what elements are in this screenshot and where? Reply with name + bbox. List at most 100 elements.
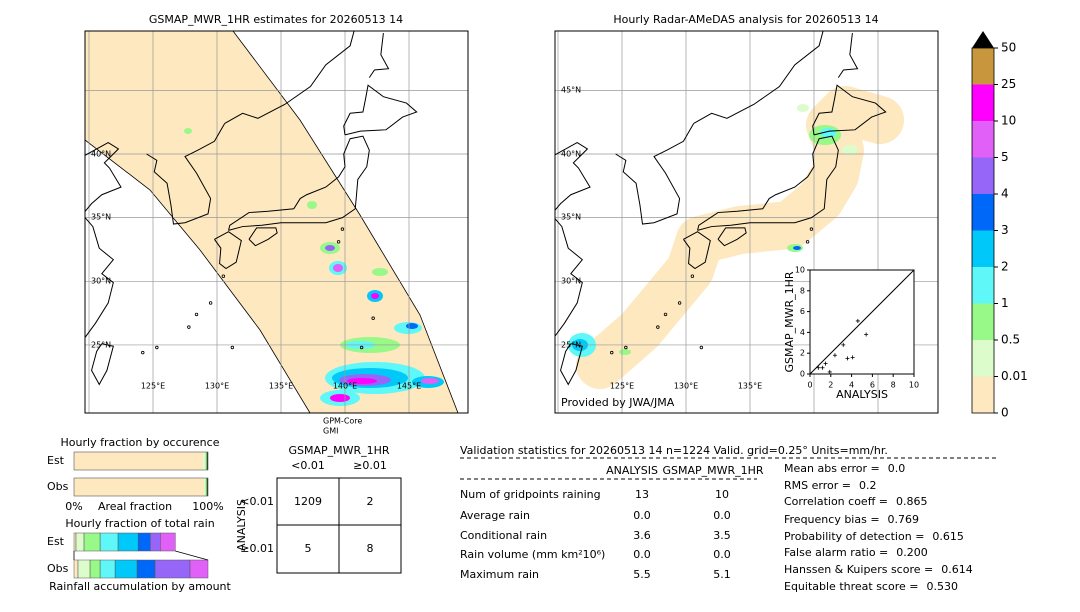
map-right bbox=[555, 31, 938, 413]
lon-label: 125°E bbox=[141, 382, 165, 391]
point bbox=[855, 318, 860, 323]
bar-segment bbox=[203, 452, 206, 470]
score-value: 0.2 bbox=[859, 479, 877, 492]
coastline bbox=[228, 135, 370, 231]
island bbox=[371, 316, 375, 320]
coastline bbox=[85, 141, 122, 212]
map-frame bbox=[554, 30, 939, 414]
score-value: 0.530 bbox=[926, 580, 958, 593]
coastline bbox=[146, 123, 226, 225]
coastline bbox=[697, 135, 839, 231]
colorbar-segment bbox=[972, 194, 994, 231]
col-header: ANALYSIS bbox=[606, 464, 658, 477]
row-label: <0.01 bbox=[240, 495, 274, 508]
y-axis-label: GSMAP_MWR_1HR bbox=[783, 271, 796, 372]
bar-segment bbox=[149, 532, 161, 552]
colorbar-segment bbox=[972, 121, 994, 158]
x-axis-label: Rainfall accumulation by amount bbox=[49, 580, 231, 593]
stat-value: 0.0 bbox=[713, 548, 731, 561]
coastline bbox=[555, 217, 584, 338]
cell: 8 bbox=[367, 542, 374, 555]
satellite-label: GMI bbox=[323, 427, 338, 436]
bar-segment bbox=[73, 559, 79, 579]
y-tick-label: 8 bbox=[800, 286, 805, 295]
score-label: Equitable threat score = bbox=[784, 580, 918, 593]
bar-frame bbox=[73, 451, 209, 471]
point bbox=[832, 353, 837, 358]
island bbox=[809, 227, 814, 231]
bar-segment bbox=[74, 452, 204, 470]
colorbar-extend bbox=[972, 31, 994, 48]
coastline bbox=[85, 217, 115, 338]
bar-segment bbox=[99, 559, 116, 579]
category-label: Obs bbox=[47, 480, 69, 493]
island bbox=[187, 325, 191, 329]
coastline bbox=[693, 31, 824, 124]
col-label: ≥0.01 bbox=[353, 459, 387, 472]
bar-segment bbox=[160, 532, 176, 552]
cell: 5 bbox=[305, 542, 312, 555]
island bbox=[194, 312, 199, 317]
bar-segment bbox=[83, 532, 101, 552]
bar-segment bbox=[89, 559, 101, 579]
score-label: Mean abs error = bbox=[784, 462, 880, 475]
chart-title: Hourly fraction of total rain bbox=[65, 517, 214, 530]
x-tick-label: 100% bbox=[192, 500, 223, 513]
coastline bbox=[248, 227, 278, 247]
lon-label: 125°E bbox=[610, 382, 634, 391]
lat-label: 25°N bbox=[561, 341, 581, 350]
lat-label: 40°N bbox=[91, 150, 111, 159]
colorbar-label: 0.5 bbox=[1001, 333, 1020, 347]
colorbar-label: 3 bbox=[1001, 223, 1009, 237]
island bbox=[340, 227, 345, 231]
y-tick-label: 2 bbox=[800, 349, 805, 358]
lat-label: 35°N bbox=[561, 213, 581, 222]
bar-segment bbox=[77, 559, 91, 579]
island bbox=[208, 301, 213, 305]
score-label: False alarm ratio = bbox=[784, 546, 888, 559]
satellite-label: GPM-Core bbox=[323, 417, 362, 426]
colorbar-segment bbox=[972, 376, 994, 413]
x-tick-label: 6 bbox=[870, 381, 875, 390]
island bbox=[699, 345, 704, 350]
x-tick-label: 0% bbox=[65, 500, 82, 513]
island bbox=[805, 240, 810, 244]
lat-label: 40°N bbox=[561, 150, 581, 159]
bar-segment bbox=[137, 532, 151, 552]
bar-segment bbox=[206, 452, 208, 470]
lon-label: 130°E bbox=[205, 382, 229, 391]
island bbox=[155, 345, 159, 350]
colorbar-label: 50 bbox=[1001, 41, 1016, 55]
col-header: GSMAP_MWR_1HR bbox=[662, 464, 763, 477]
score-value: 0.769 bbox=[888, 513, 920, 526]
coastline bbox=[91, 343, 114, 386]
point bbox=[850, 355, 855, 360]
table-title: GSMAP_MWR_1HR bbox=[288, 444, 389, 457]
point bbox=[841, 342, 846, 347]
row-label: ≥0.01 bbox=[240, 542, 274, 555]
point bbox=[864, 332, 869, 337]
island bbox=[677, 301, 682, 305]
cell: 2 bbox=[367, 495, 374, 508]
point bbox=[820, 365, 825, 370]
point bbox=[816, 365, 821, 370]
score-value: 0.200 bbox=[896, 546, 928, 559]
score-label: RMS error = bbox=[784, 479, 851, 492]
colorbar-label: 0.01 bbox=[1001, 369, 1028, 383]
colorbar-segment bbox=[972, 340, 994, 377]
island bbox=[510, 353, 513, 356]
colorbar-label: 1 bbox=[1001, 296, 1009, 310]
cell: 1209 bbox=[294, 495, 322, 508]
score-label: Frequency bias = bbox=[784, 513, 880, 526]
bar-segment bbox=[205, 452, 207, 470]
stat-value: 5.1 bbox=[713, 568, 731, 581]
score-value: 0.865 bbox=[896, 495, 928, 508]
category-label: Est bbox=[47, 535, 65, 548]
bar-segment bbox=[206, 478, 208, 496]
coastline bbox=[615, 123, 695, 225]
x-tick-label: 2 bbox=[828, 381, 833, 390]
colorbar-label: 4 bbox=[1001, 187, 1009, 201]
colorbar-segment bbox=[972, 48, 994, 85]
colorbar-label: 5 bbox=[1001, 150, 1009, 164]
